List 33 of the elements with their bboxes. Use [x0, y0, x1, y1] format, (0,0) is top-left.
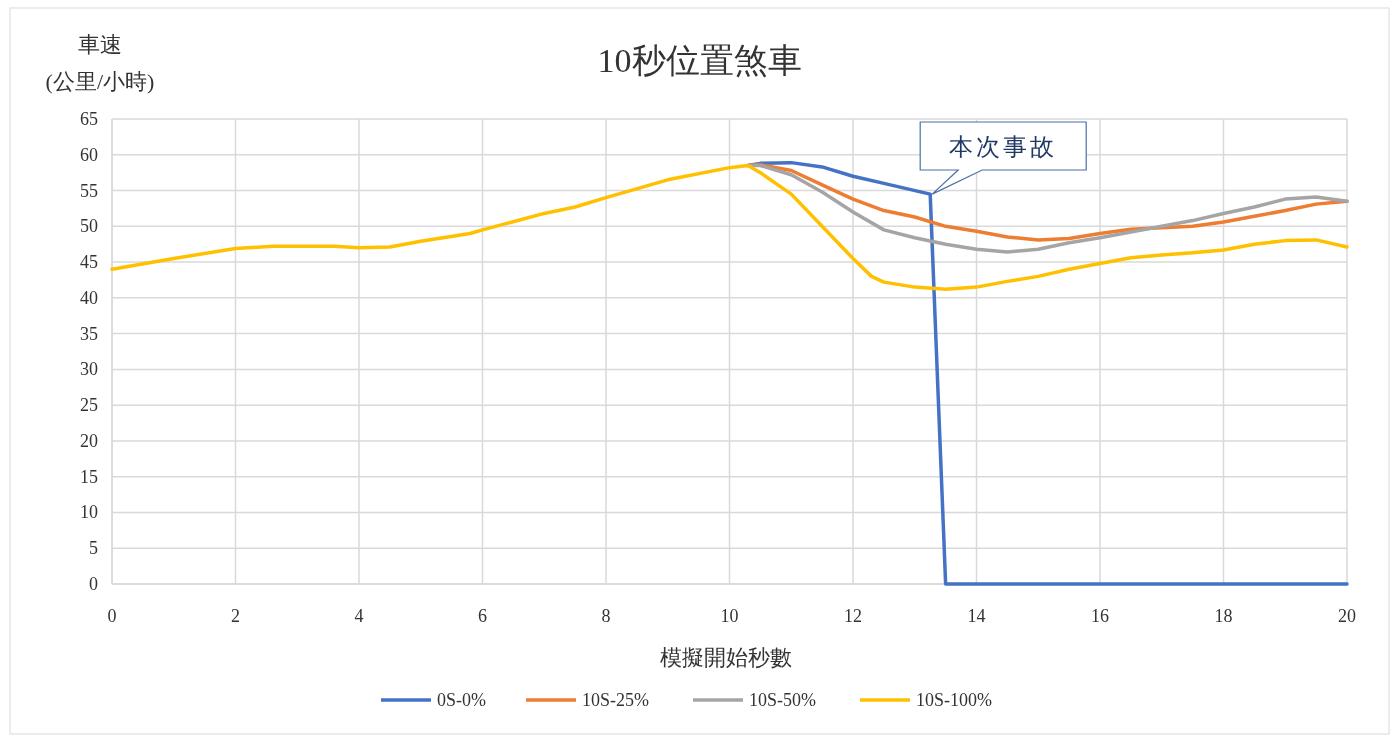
y-tick-label: 40 — [80, 287, 98, 308]
y-tick-label: 60 — [80, 144, 98, 165]
x-axis-title: 模擬開始秒數 — [659, 645, 792, 670]
x-tick-label: 16 — [1091, 606, 1109, 626]
y-axis-title: 車速 (公里/小時) — [45, 32, 155, 94]
x-tick-label: 18 — [1214, 606, 1233, 626]
x-tick-label: 10 — [720, 606, 739, 626]
y-tick-label: 55 — [80, 180, 98, 201]
x-tick-label: 6 — [478, 606, 487, 626]
y-tick-label: 15 — [80, 466, 98, 487]
y-tick-label: 65 — [80, 109, 98, 129]
y-tick-label: 45 — [80, 252, 98, 273]
legend-label: 10S-100% — [916, 690, 992, 710]
x-tick-label: 12 — [844, 606, 862, 626]
legend-label: 10S-50% — [749, 690, 816, 710]
y-tick-label: 0 — [89, 574, 98, 594]
y-tick-label: 50 — [80, 216, 98, 237]
x-tick-label: 14 — [967, 606, 986, 626]
x-tick-label: 4 — [354, 606, 364, 626]
y-tick-label: 5 — [89, 538, 98, 559]
y-tick-label: 20 — [80, 430, 98, 451]
x-tick-label: 20 — [1338, 606, 1356, 626]
y-tick-label: 35 — [80, 323, 98, 344]
x-tick-label: 8 — [601, 606, 611, 626]
x-tick-label: 0 — [107, 606, 117, 626]
legend-label: 10S-25% — [582, 690, 649, 710]
y-tick-label: 10 — [80, 502, 98, 523]
annotation: 本次事故 — [949, 134, 1058, 160]
x-tick-label: 2 — [231, 606, 240, 626]
y-tick-label: 25 — [80, 395, 98, 416]
y-tick-label: 30 — [80, 359, 98, 380]
chart-title: 10秒位置煞車 — [597, 42, 802, 79]
legend-label: 0S-0% — [437, 690, 486, 710]
